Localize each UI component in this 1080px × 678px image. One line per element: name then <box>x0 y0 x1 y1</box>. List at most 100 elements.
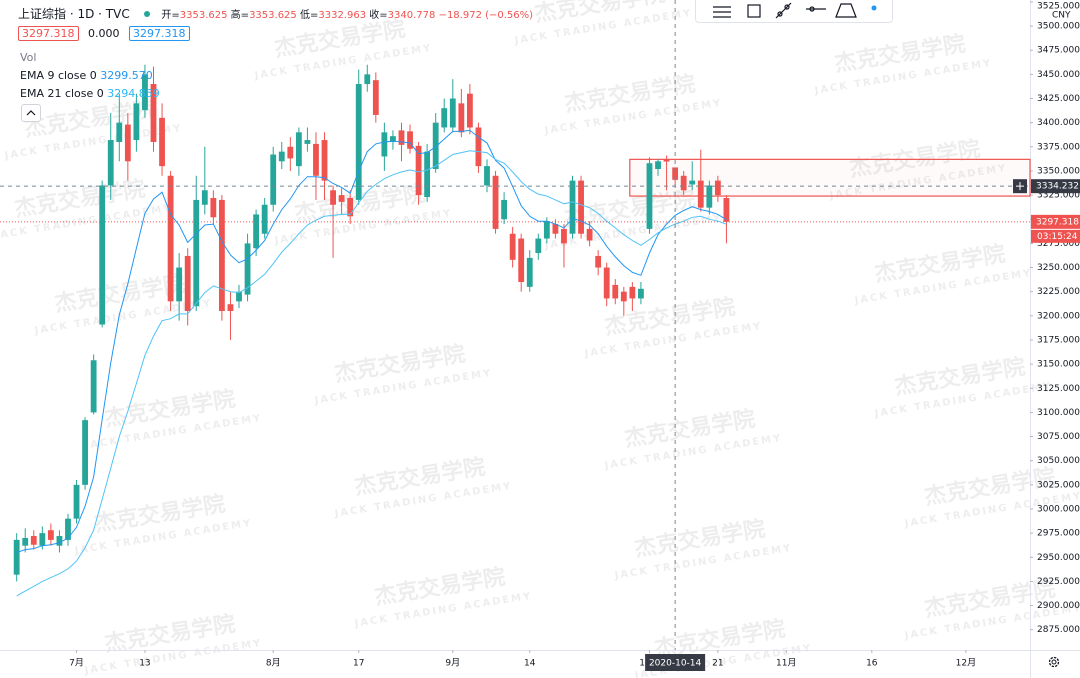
candle <box>236 284 242 309</box>
candle <box>578 175 584 239</box>
candle-body <box>47 530 54 540</box>
candle <box>65 513 71 546</box>
bid[interactable]: 3297.318 <box>18 26 79 41</box>
y-tick-label: 3275.000 <box>1037 239 1080 249</box>
candle-body <box>646 163 653 229</box>
candle <box>167 170 174 311</box>
candle-body <box>680 175 687 191</box>
last-price-label: 3297.318 <box>1036 217 1079 227</box>
candle-body <box>133 103 140 141</box>
candle <box>475 122 482 173</box>
legend-item[interactable]: EMA 9 close 0 3299.570 <box>20 69 153 82</box>
x-tick-label: 14 <box>524 659 536 669</box>
x-tick-label: 8月 <box>266 658 281 669</box>
tool-trendline[interactable] <box>775 2 792 19</box>
x-tick-label: 16 <box>866 659 878 669</box>
candle-body <box>714 180 721 196</box>
candle-body <box>706 185 713 208</box>
candle-body <box>509 233 516 260</box>
change: −18.972 (−0.56%) <box>438 10 534 21</box>
candle <box>210 190 217 225</box>
y-tick-label: 3525.000 <box>1037 2 1080 12</box>
candle-body <box>398 130 405 145</box>
y-tick-label: 2900.000 <box>1037 601 1080 611</box>
candle <box>355 69 362 205</box>
candle <box>47 523 54 546</box>
candle <box>338 188 345 215</box>
candle-body <box>287 146 294 159</box>
candle <box>441 98 448 133</box>
ohlc: 开=3353.625 高=3353.625 低=3332.963 收=3340.… <box>161 10 533 21</box>
crosshair-x-box <box>645 654 706 671</box>
legend-item[interactable]: EMA 21 close 0 3294.859 <box>20 87 160 100</box>
candle-body <box>22 537 29 546</box>
candle <box>73 480 80 524</box>
candle <box>270 146 277 212</box>
candle <box>184 248 191 326</box>
candle <box>484 159 490 193</box>
candle-body <box>227 304 234 311</box>
candle <box>13 533 20 582</box>
tool-hline[interactable] <box>806 6 826 12</box>
candle-body <box>244 243 251 295</box>
candle <box>56 530 63 553</box>
candle-body <box>407 131 413 149</box>
ohlc-label: 收= <box>369 10 388 21</box>
candle <box>535 233 542 260</box>
candle <box>706 180 713 215</box>
volume-label: Vol <box>20 51 37 64</box>
ohlc-value: 3340.778 <box>387 10 436 21</box>
candle-body <box>142 74 148 111</box>
candle-body <box>330 190 336 205</box>
crosshair-x-label: 2020-10-14 <box>649 659 702 669</box>
candle-body <box>56 536 63 546</box>
candle <box>595 250 602 276</box>
candle <box>561 224 567 268</box>
crosshair-add-icon <box>1016 182 1024 191</box>
candle-body <box>107 140 114 186</box>
candle-body <box>167 175 174 302</box>
quote-row: 3297.318 0.000 3297.318 <box>18 26 190 41</box>
candle <box>509 226 516 268</box>
y-tick-label: 2950.000 <box>1037 553 1080 563</box>
collapse-button[interactable] <box>21 104 41 122</box>
candle-body <box>253 214 260 249</box>
tool-dot[interactable] <box>871 5 877 11</box>
candle-body <box>484 166 490 186</box>
y-tick-label: 3400.000 <box>1037 118 1080 128</box>
candle-body <box>663 159 670 162</box>
candle <box>227 291 234 340</box>
ohlc-label: 开= <box>161 10 180 21</box>
candle-body <box>99 185 106 325</box>
tool-rect[interactable] <box>747 4 761 18</box>
settings-gear[interactable] <box>1046 654 1062 670</box>
candle-body <box>578 180 584 234</box>
y-tick-label: 3150.000 <box>1037 360 1080 370</box>
candle-body <box>432 122 439 170</box>
x-tick-label: 13 <box>139 659 150 669</box>
y-tick-label: 3200.000 <box>1037 311 1080 321</box>
tool-pattern[interactable] <box>835 3 857 18</box>
countdown-box <box>1031 229 1080 243</box>
ask[interactable]: 3297.318 <box>129 26 190 41</box>
symbol-header[interactable]: 上证综指 · 1D · TVC 开=3353.625 高=3353.625 低=… <box>18 7 534 21</box>
candle-body <box>218 199 225 311</box>
candle-body <box>612 284 619 299</box>
tool-parallel[interactable] <box>713 6 731 18</box>
candle <box>629 282 636 311</box>
candle-body <box>313 143 319 176</box>
candle <box>295 127 302 176</box>
last-price-box <box>1031 214 1080 229</box>
toolbar-icons <box>713 2 877 19</box>
collapse-icon <box>26 110 36 116</box>
candle <box>432 113 439 173</box>
candle <box>159 103 165 176</box>
candle <box>449 79 456 133</box>
candle-body <box>697 180 704 208</box>
ohlc-label: 低= <box>299 10 319 21</box>
y-tick-label: 3450.000 <box>1037 70 1080 80</box>
